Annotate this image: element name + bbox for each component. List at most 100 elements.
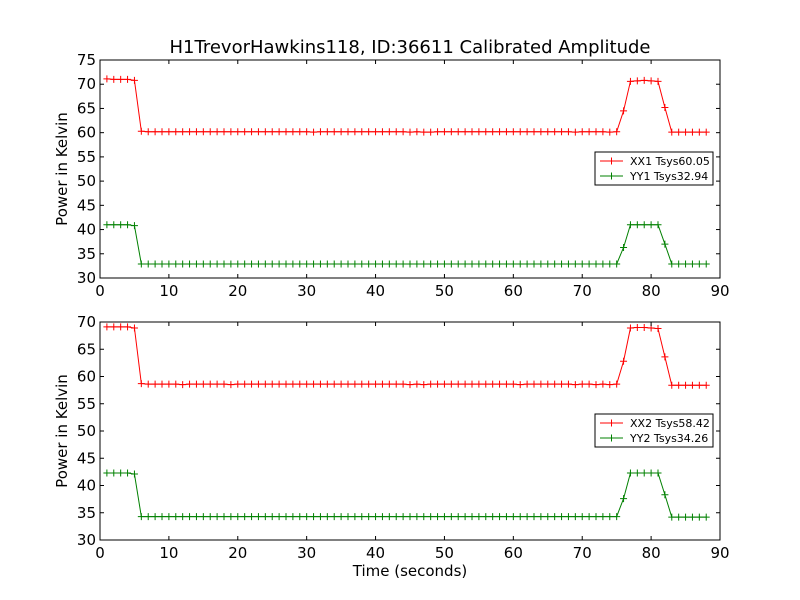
data-point [544,260,552,268]
data-point [640,469,648,477]
data-point [378,128,386,136]
data-point [392,380,400,388]
data-point [330,380,338,388]
x-tick-label: 60 [504,282,523,300]
data-point [372,513,380,521]
data-point [558,380,566,388]
data-point [668,513,676,521]
data-point [248,513,256,521]
data-point [537,260,545,268]
y-tick-label: 40 [77,477,96,495]
data-point [179,128,187,136]
data-point [179,513,187,521]
x-tick-label: 30 [297,544,316,562]
data-point [675,260,683,268]
data-point [537,128,545,136]
data-point [310,380,318,388]
data-point [468,380,476,388]
data-point [640,323,648,331]
data-point [124,221,132,229]
data-point [248,260,256,268]
data-point [151,513,159,521]
data-point [461,260,469,268]
data-point [144,380,152,388]
data-point [358,260,366,268]
data-point [199,128,207,136]
data-point [516,381,524,389]
y-tick-label: 30 [77,531,96,549]
data-point [626,469,634,477]
data-point [427,128,435,136]
data-point [289,128,297,136]
data-point [365,513,373,521]
data-point [172,128,180,136]
data-point [234,260,242,268]
data-point [110,75,118,83]
data-point [358,513,366,521]
data-point [640,76,648,84]
data-point [124,323,132,331]
y-tick-label: 55 [77,148,96,166]
data-point [316,128,324,136]
data-point [496,128,504,136]
data-point [282,380,290,388]
series-1-0 [103,323,710,389]
data-point [186,380,194,388]
data-point [502,380,510,388]
data-point [688,128,696,136]
data-point [578,128,586,136]
data-point [633,77,641,85]
data-point [158,260,166,268]
data-point [695,260,703,268]
data-point [606,381,614,389]
data-point [551,260,559,268]
data-point [103,323,111,331]
data-point [248,380,256,388]
data-point [447,513,455,521]
data-point [688,260,696,268]
data-point [316,513,324,521]
data-point [564,513,572,521]
data-point [165,513,173,521]
data-point [268,260,276,268]
data-point [620,107,628,115]
data-point [475,128,483,136]
data-point [351,260,359,268]
data-point [654,469,662,477]
data-point [234,128,242,136]
data-point [351,513,359,521]
data-point [413,260,421,268]
data-point [420,128,428,136]
data-point [592,381,600,389]
data-point [475,513,483,521]
x-tick-label: 0 [95,544,105,562]
data-point [633,323,641,331]
data-point [454,128,462,136]
data-point [558,128,566,136]
data-point [434,260,442,268]
data-point [668,128,676,136]
data-point [537,380,545,388]
data-point [213,513,221,521]
data-point [261,380,269,388]
data-point [330,260,338,268]
data-point [344,260,352,268]
data-point [172,513,180,521]
data-point [227,381,235,389]
data-point [199,380,207,388]
data-point [626,324,634,332]
data-point [124,75,132,83]
data-point [117,221,125,229]
legend-box [594,413,714,448]
data-point [117,323,125,331]
data-point [502,513,510,521]
data-point [296,513,304,521]
data-point [378,513,386,521]
y-tick-label: 75 [77,51,96,69]
data-point [158,513,166,521]
data-point [144,260,152,268]
data-point [647,221,655,229]
data-point [489,260,497,268]
data-point [571,513,579,521]
